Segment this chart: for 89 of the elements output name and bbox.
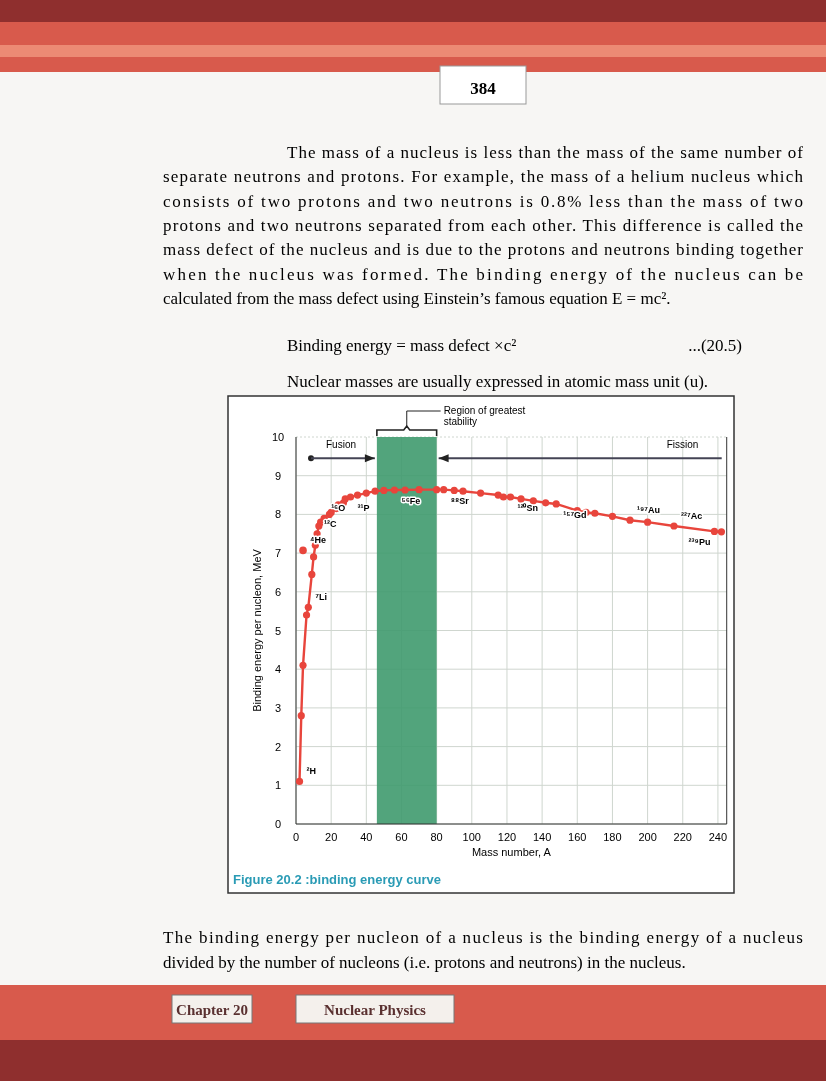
- point: [401, 486, 409, 494]
- text: Chapter 20: [176, 1002, 248, 1018]
- annotation: ²H: [306, 766, 317, 777]
- caption: Figure 20.2 :binding energy curve: [233, 872, 442, 887]
- annotation: ¹⁵⁷Gd: [563, 509, 587, 520]
- annotation: ²³⁹Pu: [688, 537, 711, 548]
- y-tick-label: 4: [274, 663, 282, 676]
- point: [299, 661, 307, 669]
- annotation: ³¹P: [357, 502, 370, 513]
- point: [308, 570, 316, 578]
- x-tick-label: 120: [497, 831, 517, 843]
- x-tick-label: 80: [430, 831, 443, 843]
- point: [626, 516, 634, 524]
- point: [295, 777, 304, 786]
- point: [717, 528, 726, 536]
- point: [433, 486, 441, 494]
- y-tick-label: 10: [271, 431, 285, 443]
- x-tick-label: 200: [638, 831, 657, 843]
- y-tick-label: 8: [274, 508, 282, 521]
- point: [299, 546, 307, 555]
- y-tick-label: 0: [274, 818, 282, 830]
- text: 384: [470, 79, 497, 98]
- annotation: ⁷Li: [315, 592, 328, 603]
- annotation: Fusion: [326, 439, 357, 451]
- annotation: ¹⁹⁷Au: [637, 505, 660, 516]
- point: [309, 553, 318, 561]
- y-tick-label: 2: [274, 740, 282, 753]
- y-tick-label: 5: [274, 624, 282, 637]
- point: [362, 489, 370, 497]
- text: consists of two protons and two neutrons is 0.8% less than the mass of two: [163, 192, 803, 211]
- y-tick-label: 7: [274, 547, 282, 560]
- x-tick-label: 100: [462, 831, 481, 843]
- annotation: ¹²C: [324, 518, 338, 529]
- annotation: ⁸⁸Sr: [450, 495, 470, 506]
- point: [552, 500, 560, 508]
- point: [670, 522, 678, 530]
- x-tick-label: 60: [395, 831, 408, 843]
- x-tick-label: 160: [568, 831, 587, 843]
- y-tick-label: 3: [274, 701, 282, 714]
- annotation: ²²⁷Ac: [680, 511, 703, 522]
- text: Nuclear Physics: [324, 1002, 427, 1018]
- text: Nuclear masses are usually expressed in atomic mass unit (u).: [287, 372, 709, 391]
- point: [476, 489, 485, 497]
- point: [608, 512, 617, 520]
- text: The binding energy per nucleon of a nucleus is the binding energy of a nucleus: [163, 928, 803, 947]
- text: mass defect of the nucleus and is due to the protons and neutrons binding together: [163, 240, 804, 259]
- point: [302, 611, 311, 619]
- text: ...(20.5): [688, 336, 742, 355]
- point: [346, 493, 355, 501]
- point: [517, 495, 525, 503]
- text: Binding energy = mass defect ×c²: [287, 336, 517, 355]
- point: [591, 509, 599, 517]
- point: [353, 491, 362, 499]
- text: separate neutrons and protons. For example, the mass of a helium nucleus which: [163, 167, 804, 186]
- point: [644, 518, 652, 526]
- x-tick-label: 180: [603, 831, 622, 843]
- point: [390, 486, 399, 494]
- point: [459, 487, 467, 495]
- text: protons and two neutrons separated from each other. This difference is called the: [163, 216, 803, 235]
- text: divided by the number of nucleons (i.e. protons and neutrons) in the nucleus.: [163, 953, 686, 972]
- point: [371, 487, 379, 495]
- annotation: ¹²⁰Sn: [517, 502, 538, 513]
- point: [499, 493, 508, 501]
- text: The mass of a nucleus is less than the mass of the same number of: [287, 143, 804, 162]
- y-tick-label: 1: [274, 779, 282, 792]
- x-axis-title: Mass number, A: [471, 846, 552, 858]
- text: when the nucleus was formed. The binding energy of the nucleus can be: [163, 265, 803, 284]
- annotation: ⁵⁶Fe: [401, 496, 421, 507]
- point: [380, 486, 388, 495]
- x-tick-label: 20: [325, 831, 338, 843]
- y-tick-label: 6: [274, 585, 282, 598]
- point: [506, 493, 515, 501]
- x-tick-label: 220: [673, 831, 692, 843]
- point: [542, 499, 550, 507]
- point: [304, 603, 312, 611]
- text: calculated from the mass defect using Einstein’s famous equation E = mc².: [163, 289, 671, 308]
- point: [710, 527, 718, 536]
- point: [297, 712, 305, 720]
- point: [450, 486, 458, 495]
- x-tick-label: 40: [360, 831, 373, 843]
- x-tick-label: 240: [708, 831, 728, 843]
- y-tick-label: 9: [274, 469, 282, 482]
- x-tick-label: 140: [532, 831, 552, 843]
- y-axis-title: Binding energy per nucleon, MeV: [251, 548, 263, 712]
- band-label: Region of greatest stability: [443, 405, 526, 427]
- point: [415, 486, 423, 494]
- annotation: Fission: [666, 439, 699, 451]
- x-tick-label: 0: [292, 831, 300, 843]
- point: [440, 486, 448, 494]
